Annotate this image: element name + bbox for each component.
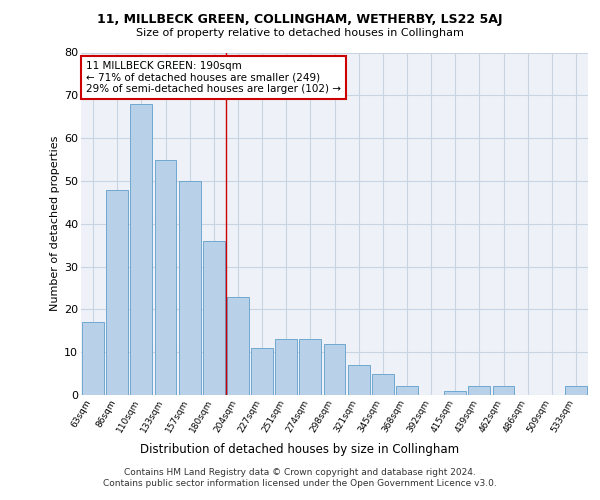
Bar <box>493 386 514 395</box>
Bar <box>469 386 490 395</box>
Text: 11 MILLBECK GREEN: 190sqm
← 71% of detached houses are smaller (249)
29% of semi: 11 MILLBECK GREEN: 190sqm ← 71% of detac… <box>86 61 341 94</box>
Bar <box>565 386 587 395</box>
Text: Distribution of detached houses by size in Collingham: Distribution of detached houses by size … <box>140 442 460 456</box>
Bar <box>251 348 273 395</box>
Text: 11, MILLBECK GREEN, COLLINGHAM, WETHERBY, LS22 5AJ: 11, MILLBECK GREEN, COLLINGHAM, WETHERBY… <box>97 12 503 26</box>
Bar <box>275 340 297 395</box>
Bar <box>299 340 321 395</box>
Bar <box>445 390 466 395</box>
Bar <box>227 296 249 395</box>
Bar <box>130 104 152 395</box>
Bar <box>106 190 128 395</box>
Y-axis label: Number of detached properties: Number of detached properties <box>50 136 60 312</box>
Bar <box>203 241 224 395</box>
Bar <box>82 322 104 395</box>
Bar <box>155 160 176 395</box>
Bar <box>348 365 370 395</box>
Bar <box>323 344 346 395</box>
Text: Contains HM Land Registry data © Crown copyright and database right 2024.
Contai: Contains HM Land Registry data © Crown c… <box>103 468 497 487</box>
Bar <box>179 181 200 395</box>
Text: Size of property relative to detached houses in Collingham: Size of property relative to detached ho… <box>136 28 464 38</box>
Bar <box>396 386 418 395</box>
Bar <box>372 374 394 395</box>
